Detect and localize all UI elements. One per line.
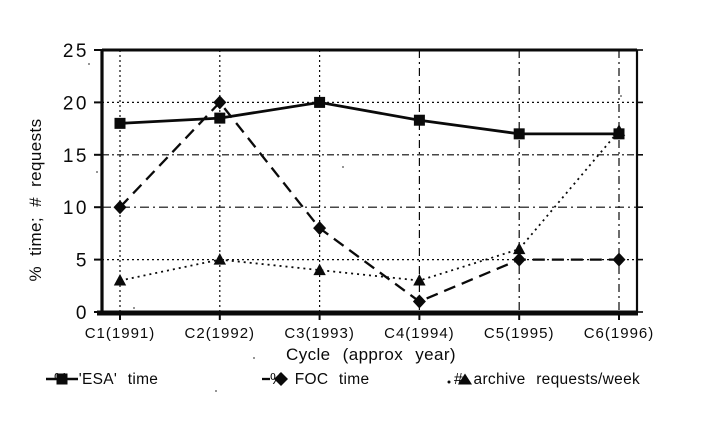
triangle-data-point — [113, 274, 127, 286]
y-tick-label: 5 — [76, 251, 89, 272]
y-tick-label: 0 — [76, 303, 89, 324]
x-tick-label: C5(1995) — [484, 325, 555, 342]
triangle-icon — [447, 373, 472, 385]
legend-item-foc-time: % FOC time — [262, 371, 369, 389]
legend-label: % 'ESA' time — [54, 371, 159, 388]
triangle-data-point — [513, 242, 526, 255]
scan-speck — [342, 166, 344, 168]
y-axis-title: % time; # requests — [26, 118, 45, 282]
diamond-data-point — [412, 294, 426, 309]
legend-label: % FOC time — [270, 371, 370, 388]
scan-speck — [88, 63, 90, 65]
triangle-data-point — [213, 253, 226, 265]
legend-item-archive-requests: # archive requests/week — [446, 371, 640, 389]
square-data-point — [114, 117, 126, 129]
x-axis-title: Cycle (approx year) — [286, 345, 456, 364]
diamond-data-point — [113, 200, 127, 215]
scan-speck — [253, 357, 255, 359]
diamond-icon — [262, 372, 288, 386]
scan-speck — [620, 95, 622, 97]
triangle-data-point — [313, 263, 326, 276]
series-line-diamond — [119, 100, 619, 303]
legend-label: # archive requests/week — [454, 371, 641, 388]
scan-speck — [215, 390, 217, 392]
legend-item-esa-time: % 'ESA' time — [46, 371, 158, 389]
x-tick-label: C6(1996) — [584, 325, 655, 342]
diamond-data-point — [213, 95, 227, 110]
square-data-point — [214, 112, 226, 124]
x-tick-label: C3(1993) — [284, 325, 355, 342]
triangle-data-point — [413, 274, 426, 286]
y-tick-label: 20 — [63, 93, 89, 114]
square-data-point — [314, 96, 326, 108]
x-tick-label: C1(1991) — [85, 325, 156, 342]
y-tick-label: 15 — [63, 146, 89, 167]
square-data-point — [413, 114, 425, 126]
x-tick-label: C2(1992) — [185, 325, 256, 342]
series-line-triangle — [119, 130, 620, 282]
triangle-data-point — [612, 124, 626, 136]
square-data-point — [513, 128, 525, 140]
x-tick-label: C4(1994) — [384, 325, 455, 342]
series-line-square — [119, 100, 619, 136]
scan-speck — [96, 171, 98, 173]
scan-speck — [133, 307, 135, 309]
square-icon — [46, 373, 78, 385]
y-tick-label: 25 — [63, 41, 89, 62]
diamond-data-point — [612, 252, 626, 267]
diamond-data-point — [512, 252, 526, 267]
y-tick-label: 10 — [63, 198, 89, 219]
diamond-data-point — [313, 221, 327, 236]
